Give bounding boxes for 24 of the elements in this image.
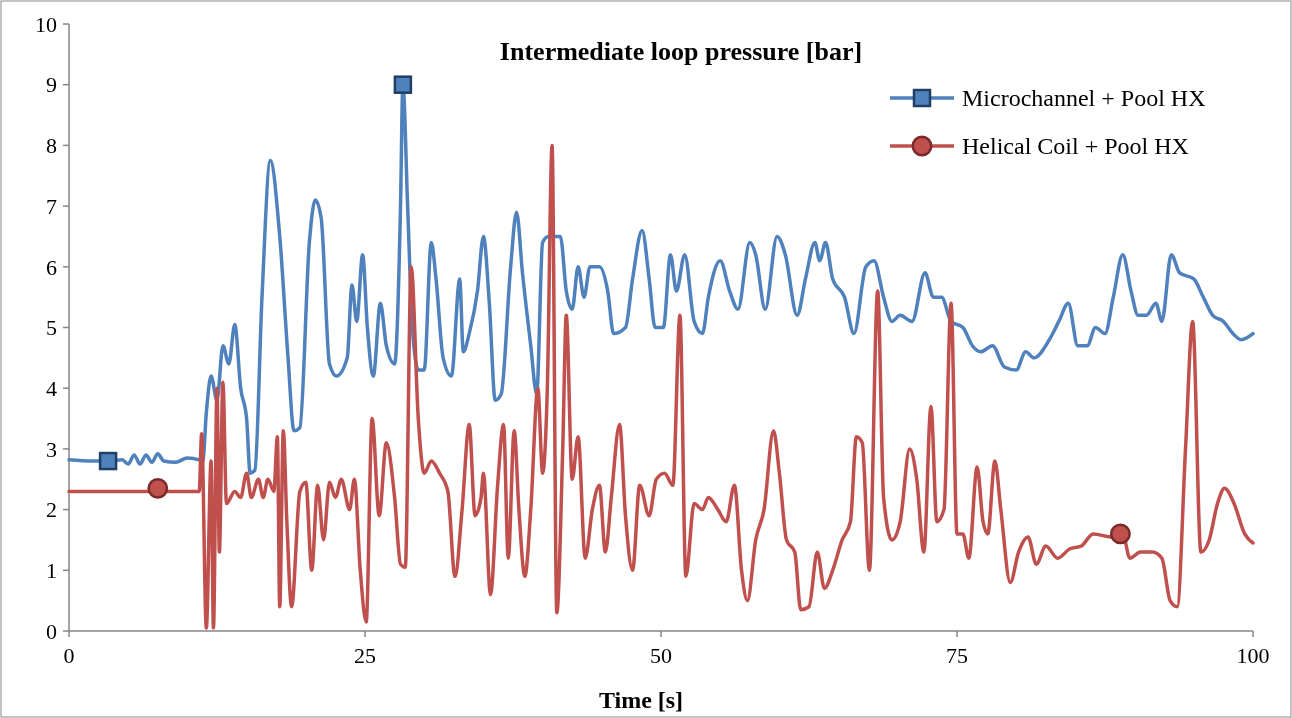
point (1109, 523, 1131, 545)
y-tick-label: 3 (46, 436, 57, 462)
y-tick-label: 4 (46, 375, 57, 401)
text: Intermediate loop pressure [bar] (499, 37, 863, 66)
x-tick-label: 50 (650, 643, 672, 668)
y-tick-label: 2 (46, 497, 57, 523)
x-axis-title: Time [s] (598, 687, 684, 713)
legend-label: Microchannel + Pool HX (962, 85, 1206, 112)
x-tick-label: 0 (63, 643, 75, 668)
point (98, 451, 118, 471)
legend-label: Helical Coil + Pool HX (962, 133, 1189, 160)
y-tick-label: 0 (46, 618, 57, 644)
y-tick-label: 10 (35, 11, 57, 37)
point (147, 477, 169, 499)
y-tick-label: 6 (46, 254, 57, 280)
point (393, 75, 413, 94)
y-tick-label: 7 (46, 193, 57, 219)
y-tick-label: 9 (46, 72, 57, 98)
x-tick-label: 75 (946, 643, 968, 668)
y-tick-label: 1 (46, 558, 57, 583)
x-tick-label: 100 (1236, 643, 1270, 668)
y-tick-label: 8 (46, 133, 57, 159)
y-tick-label: 5 (46, 315, 57, 341)
x-tick-label: 25 (354, 643, 376, 668)
